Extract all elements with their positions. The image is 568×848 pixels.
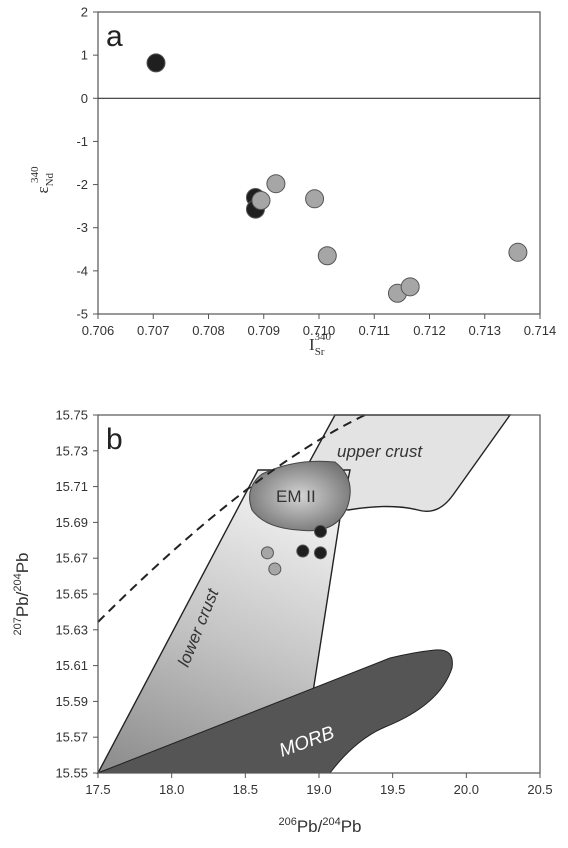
y-axis-label-a-base: ε bbox=[33, 186, 52, 193]
y-tick-label-b: 15.73 bbox=[55, 443, 88, 458]
y-tick-label-b: 15.57 bbox=[55, 730, 88, 745]
plot-frame-a bbox=[97, 11, 541, 315]
panel-label-a: a bbox=[106, 20, 123, 53]
y-tick-label-a: 1 bbox=[81, 48, 88, 63]
y-tick-label-a: 2 bbox=[81, 5, 88, 20]
y-tick-label-a: -4 bbox=[76, 263, 88, 278]
y-tick-label-b: 15.55 bbox=[55, 766, 88, 781]
gray-sample-point-a bbox=[251, 191, 271, 211]
panel-a: a 0.706 0.707 0.708 0.709 0.710 0.711 0.712 0.7… bbox=[29, 5, 556, 359]
x-tick-label-b: 20.5 bbox=[527, 782, 552, 797]
y-tick-label-a: -3 bbox=[76, 220, 88, 235]
y-tick-label-b: 15.65 bbox=[55, 587, 88, 602]
x-axis-label-a-sub: Sr bbox=[315, 346, 325, 358]
panel-label-b: b bbox=[106, 423, 123, 456]
y-tick-label-a: -5 bbox=[76, 307, 88, 322]
y-tick-label-a: 0 bbox=[81, 91, 88, 106]
y-axis-label-a-sub: Nd bbox=[44, 172, 56, 186]
x-tick-label-b: 17.5 bbox=[85, 782, 110, 797]
gray-sample-point-a bbox=[400, 277, 420, 297]
gray-sample-point-a bbox=[508, 242, 528, 262]
x-axis-label-b-base2: Pb bbox=[341, 817, 362, 836]
regions-b bbox=[96, 414, 512, 775]
x-tick-label-a: 0.710 bbox=[303, 323, 336, 338]
points-b bbox=[260, 524, 327, 576]
dark-sample-point-a bbox=[146, 53, 166, 73]
upper-crust-label: upper crust bbox=[337, 442, 423, 461]
em2-label: EM II bbox=[276, 487, 316, 506]
panel-b: b upper crust EM II lower crust MORB 17.… bbox=[12, 408, 553, 837]
y-axis-label-a: εNd340 bbox=[29, 166, 56, 194]
x-tick-label-b: 18.5 bbox=[233, 782, 258, 797]
x-axis-label-b: 206Pb/204Pb bbox=[278, 816, 361, 836]
y-tick-label-b: 15.61 bbox=[55, 658, 88, 673]
x-tick-label-b: 19.5 bbox=[380, 782, 405, 797]
gray-sample-point-b bbox=[260, 546, 274, 560]
morb-field bbox=[97, 649, 453, 774]
gray-sample-point-a bbox=[266, 174, 286, 194]
x-axis-label-b-sup: 206 bbox=[278, 816, 296, 828]
gray-sample-point-a bbox=[317, 246, 337, 266]
y-axis-label-b-base2: Pb bbox=[13, 552, 32, 573]
y-axis-label-b: 207Pb/204Pb bbox=[12, 552, 32, 635]
y-tick-label-b: 15.69 bbox=[55, 515, 88, 530]
dark-sample-point-b bbox=[313, 524, 327, 538]
x-axis-label-a-sup: 340 bbox=[314, 331, 331, 343]
x-tick-label-a: 0.713 bbox=[468, 323, 501, 338]
y-tick-label-b: 15.75 bbox=[55, 408, 88, 423]
y-tick-label-b: 15.67 bbox=[55, 551, 88, 566]
x-tick-label-a: 0.707 bbox=[137, 323, 170, 338]
y-tick-label-b: 15.63 bbox=[55, 622, 88, 637]
x-axis-label-a-base: I bbox=[309, 335, 315, 354]
points-a bbox=[146, 53, 528, 303]
y-axis-label-b-sup: 207 bbox=[12, 617, 24, 635]
x-tick-label-a: 0.709 bbox=[247, 323, 280, 338]
x-axis-label-b-base: Pb/ bbox=[297, 817, 323, 836]
x-tick-label-b: 19.0 bbox=[306, 782, 331, 797]
gray-sample-point-a bbox=[305, 189, 325, 209]
dashed-boundary-curve bbox=[97, 414, 366, 623]
y-axis-label-a-sup: 340 bbox=[29, 166, 41, 183]
x-tick-label-a: 0.714 bbox=[524, 323, 557, 338]
x-tick-label-a: 0.708 bbox=[192, 323, 225, 338]
gray-sample-point-b bbox=[268, 562, 282, 576]
x-tick-label-a: 0.706 bbox=[82, 323, 115, 338]
x-axis-label-a: ISr 340 bbox=[309, 331, 331, 358]
em2-field bbox=[249, 460, 351, 532]
y-axis-label-b-base: Pb/ bbox=[13, 591, 32, 617]
x-axis-label-b-sup2: 204 bbox=[322, 816, 340, 828]
y-tick-label-a: -2 bbox=[76, 177, 88, 192]
y-axis-label-b-sup2: 204 bbox=[12, 573, 24, 591]
x-tick-label-b: 18.0 bbox=[159, 782, 184, 797]
ticks-a: 0.706 0.707 0.708 0.709 0.710 0.711 0.712 0.713… bbox=[76, 5, 556, 339]
x-tick-label-b: 20.0 bbox=[454, 782, 479, 797]
dark-sample-point-b bbox=[296, 544, 310, 558]
x-tick-label-a: 0.711 bbox=[358, 323, 390, 338]
x-tick-label-a: 0.712 bbox=[413, 323, 446, 338]
y-tick-label-b: 15.71 bbox=[55, 479, 88, 494]
dark-sample-point-b bbox=[313, 546, 327, 560]
ticks-b: 17.5 18.0 18.5 19.0 19.5 20.0 20.5 15.75 15.73 15… bbox=[55, 408, 552, 798]
y-tick-label-b: 15.59 bbox=[55, 694, 88, 709]
y-tick-label-a: -1 bbox=[76, 134, 88, 149]
